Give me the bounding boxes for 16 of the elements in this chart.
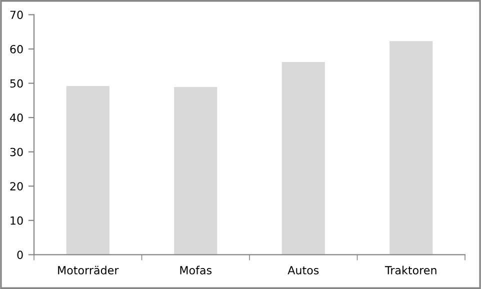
y-tick-label: 50 [10, 79, 23, 88]
x-tick-label: Autos [288, 266, 319, 274]
y-tick-label: 20 [10, 182, 23, 191]
y-tick-label: 60 [10, 44, 23, 54]
y-tick-label: 30 [10, 148, 23, 156]
y-tick-label: 70 [10, 10, 23, 20]
y-tick-label: 0 [17, 250, 23, 260]
bar [282, 62, 325, 255]
bar [174, 87, 218, 255]
bar [66, 86, 110, 255]
x-tick-label: Motorräder [58, 266, 119, 274]
y-tick-label: 40 [10, 114, 23, 122]
bar [390, 41, 433, 255]
x-tick-label: Traktoren [384, 266, 436, 274]
y-tick-label: 10 [10, 216, 23, 225]
x-tick-label: Mofas [180, 266, 212, 274]
